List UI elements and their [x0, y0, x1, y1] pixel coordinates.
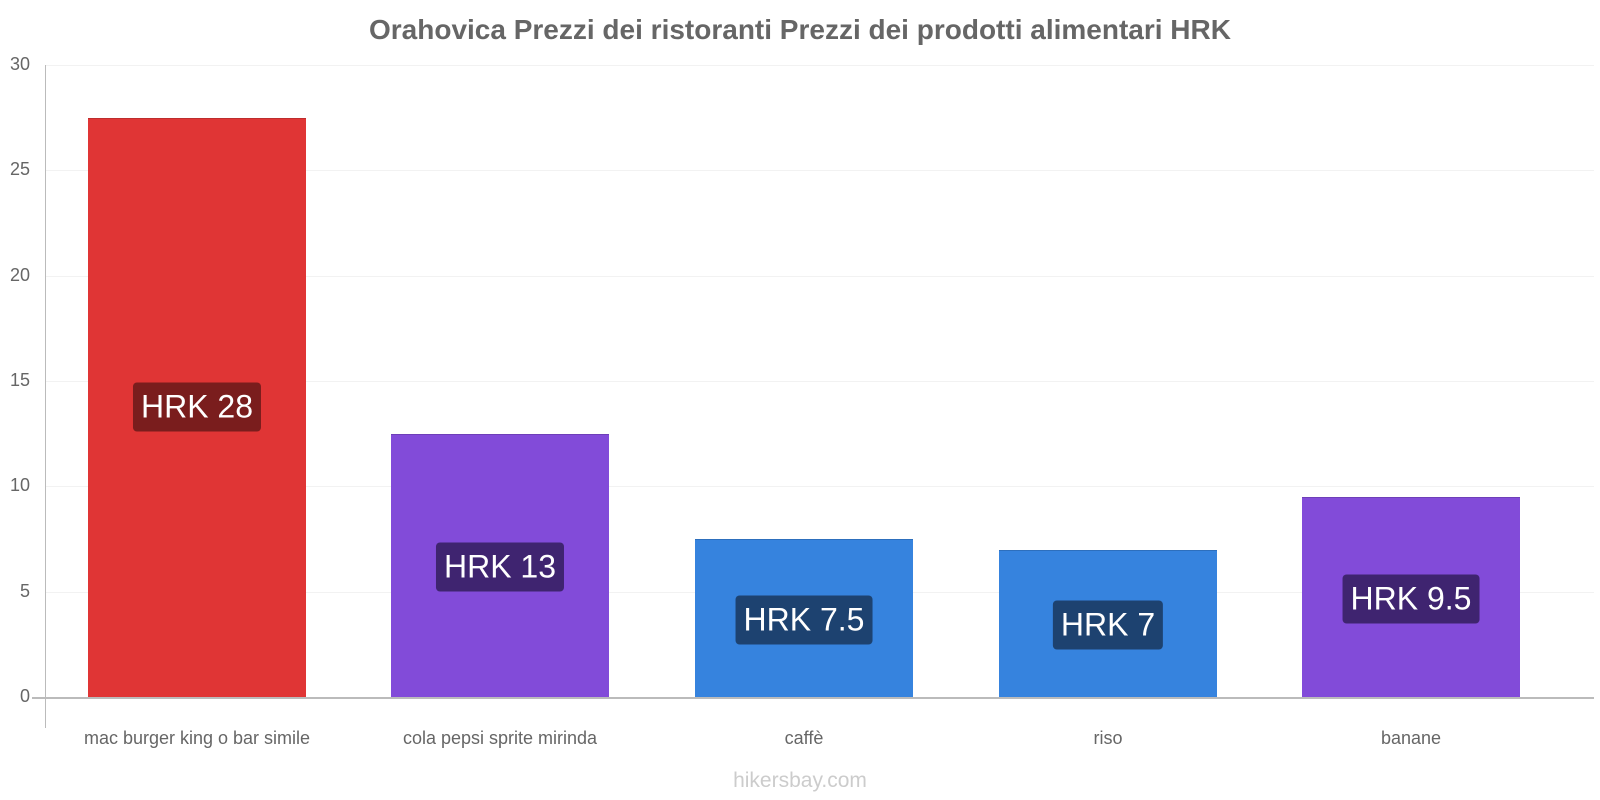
gridline	[46, 381, 1594, 382]
chart-title: Orahovica Prezzi dei ristoranti Prezzi d…	[369, 14, 1231, 45]
y-axis-line	[45, 65, 46, 728]
y-tick-label: 10	[9, 475, 30, 496]
gridline	[46, 170, 1594, 172]
y-tick-label: 30	[9, 54, 30, 74]
bar-value-label: HRK 13	[435, 542, 565, 592]
x-tick-label: cola pepsi sprite mirinda	[402, 728, 598, 748]
gridline	[46, 65, 1594, 66]
bar-value-label: HRK 7.5	[735, 595, 873, 645]
watermark: hikersbay.com	[733, 769, 867, 792]
y-tick-label: 0	[19, 686, 30, 706]
x-axis-line	[32, 697, 1594, 699]
y-tick-label: 25	[9, 159, 30, 180]
x-tick-label: banane	[1380, 728, 1442, 748]
y-tick-label: 20	[9, 264, 30, 285]
y-tick-label: 15	[9, 370, 30, 390]
gridline	[46, 275, 1594, 277]
gridline	[46, 486, 1594, 488]
bar-value-label: HRK 28	[132, 382, 262, 432]
x-tick-label: mac burger king o bar simile	[83, 728, 311, 748]
bar-value-label: HRK 7	[1052, 600, 1164, 650]
y-tick-label: 5	[19, 580, 30, 601]
x-tick-label: caffè	[784, 728, 824, 748]
bar-value-label: HRK 9.5	[1342, 574, 1480, 624]
x-tick-label: riso	[1093, 728, 1123, 748]
